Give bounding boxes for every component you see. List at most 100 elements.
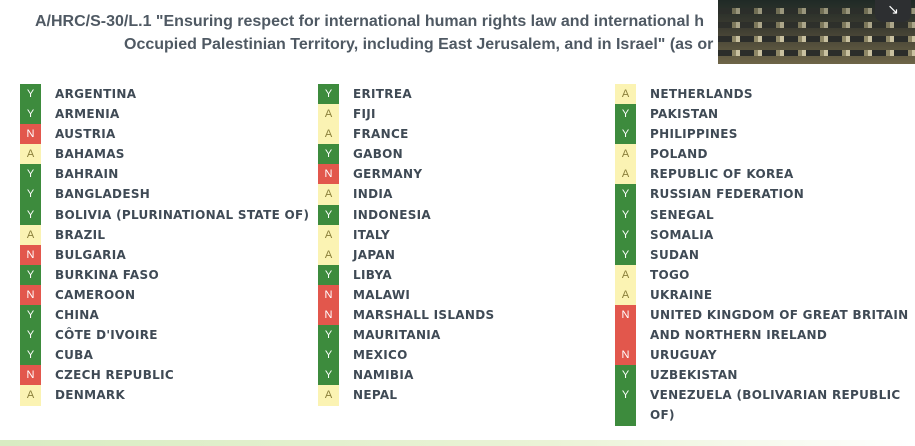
- vote-row: Y BOLIVIA (PLURINATIONAL STATE OF): [20, 204, 320, 225]
- vote-row: A REPUBLIC OF KOREA: [615, 164, 915, 185]
- country-name: UZBEKISTAN: [650, 368, 738, 383]
- vote-badge: A: [615, 164, 636, 185]
- vote-badge: Y: [20, 325, 41, 346]
- vote-row: Y UZBEKISTAN: [615, 365, 915, 386]
- vote-row: Y GABON: [318, 144, 618, 165]
- country-name: NETHERLANDS: [650, 87, 753, 101]
- country-name: NEPAL: [353, 388, 398, 403]
- vote-badge: N: [318, 284, 339, 306]
- country-name: BRAZIL: [55, 227, 106, 242]
- vote-column-2: Y ERITREA A FIJI A FRANCE Y GABON N GERMANY A INDIA…: [318, 84, 618, 406]
- vote-row: Y ERITREA: [318, 84, 618, 105]
- country-name: MAURITANIA: [353, 328, 441, 343]
- vote-badge: N: [20, 244, 41, 265]
- vote-row: A UKRAINE: [615, 284, 915, 306]
- country-name: GABON: [353, 147, 404, 162]
- vote-badge: A: [318, 385, 339, 406]
- vote-row: N UNITED KINGDOM OF GREAT BRITAIN AND NOR…: [615, 305, 915, 346]
- country-name: VENEZUELA (BOLIVARIAN REPUBLIC OF): [650, 388, 901, 423]
- vote-row: A INDIA: [318, 184, 618, 205]
- vote-row: Y CÔTE D'IVOIRE: [20, 325, 320, 346]
- vote-badge: Y: [318, 84, 339, 105]
- country-name: INDONESIA: [353, 207, 432, 222]
- country-name: CAMEROON: [55, 287, 136, 302]
- country-name: DENMARK: [55, 388, 126, 403]
- vote-badge: Y: [615, 124, 636, 145]
- country-name: PHILIPPINES: [650, 127, 738, 142]
- country-name: ARGENTINA: [55, 87, 137, 101]
- vote-row: A JAPAN: [318, 244, 618, 265]
- vote-row: Y SOMALIA: [615, 224, 915, 245]
- country-name: FRANCE: [353, 127, 409, 142]
- vote-row: A ITALY: [318, 224, 618, 245]
- vote-badge: A: [318, 244, 339, 265]
- vote-badge: A: [318, 184, 339, 205]
- country-name: RUSSIAN FEDERATION: [650, 187, 805, 202]
- vote-badge: Y: [20, 264, 41, 285]
- country-name: GERMANY: [353, 167, 423, 182]
- country-name: FIJI: [353, 107, 376, 122]
- vote-row: Y MAURITANIA: [318, 325, 618, 346]
- vote-badge: A: [20, 385, 41, 406]
- vote-row: Y SENEGAL: [615, 204, 915, 225]
- vote-row: Y SUDAN: [615, 244, 915, 265]
- title-line-1: A/HRC/S-30/L.1 "Ensuring respect for int…: [35, 13, 705, 30]
- vote-badge: Y: [318, 204, 339, 225]
- vote-row: N URUGUAY: [615, 345, 915, 366]
- vote-badge: Y: [318, 345, 339, 366]
- vote-row: N GERMANY: [318, 164, 618, 185]
- vote-badge: A: [318, 124, 339, 145]
- vote-row: Y ARMENIA: [20, 104, 320, 125]
- country-name: POLAND: [650, 147, 708, 162]
- vote-row: Y MEXICO: [318, 345, 618, 366]
- vote-badge: Y: [615, 365, 636, 386]
- vote-badge: A: [318, 224, 339, 245]
- vote-row: A FRANCE: [318, 124, 618, 145]
- vote-badge: Y: [20, 305, 41, 326]
- vote-row: Y VENEZUELA (BOLIVARIAN REPUBLIC OF): [615, 385, 915, 426]
- vote-column-1: Y ARGENTINA Y ARMENIA N AUSTRIA A BAHAMAS Y BAHRA…: [20, 84, 320, 406]
- vote-badge: Y: [615, 385, 636, 426]
- vote-row: Y NAMIBIA: [318, 365, 618, 386]
- vote-badge: A: [20, 224, 41, 245]
- vote-row: Y PAKISTAN: [615, 104, 915, 125]
- vote-badge: Y: [318, 144, 339, 165]
- vote-row: Y BAHRAIN: [20, 164, 320, 185]
- vote-badge: Y: [20, 84, 41, 105]
- vote-row: Y CHINA: [20, 305, 320, 326]
- vote-badge: N: [20, 124, 41, 145]
- country-name: MALAWI: [353, 287, 411, 302]
- country-name: BANGLADESH: [55, 187, 151, 202]
- vote-row: A BAHAMAS: [20, 144, 320, 165]
- vote-row: Y RUSSIAN FEDERATION: [615, 184, 915, 205]
- vote-row: A NEPAL: [318, 385, 618, 406]
- vote-badge: Y: [615, 224, 636, 245]
- country-name: NAMIBIA: [353, 368, 414, 383]
- vote-badge: N: [20, 365, 41, 386]
- country-name: ARMENIA: [55, 107, 120, 122]
- vote-row: Y BANGLADESH: [20, 184, 320, 205]
- vote-row: N MALAWI: [318, 284, 618, 306]
- country-name: BURKINA FASO: [55, 267, 159, 282]
- vote-row: Y BURKINA FASO: [20, 264, 320, 285]
- vote-badge: Y: [20, 164, 41, 185]
- vote-row: N CZECH REPUBLIC: [20, 365, 320, 386]
- country-name: ITALY: [353, 227, 390, 242]
- vote-row: A FIJI: [318, 104, 618, 125]
- vote-badge: Y: [20, 184, 41, 205]
- vote-badge: N: [318, 164, 339, 185]
- vote-badge: A: [20, 144, 41, 165]
- collapse-arrow-icon[interactable]: ↘: [875, 0, 911, 22]
- vote-badge: N: [615, 305, 636, 346]
- vote-row: N AUSTRIA: [20, 124, 320, 145]
- country-name: CHINA: [55, 308, 100, 323]
- country-name: CUBA: [55, 348, 94, 363]
- vote-badge: A: [318, 104, 339, 125]
- country-name: UNITED KINGDOM OF GREAT BRITAIN AND NORT…: [650, 308, 909, 343]
- vote-row: A NETHERLANDS: [615, 84, 915, 105]
- vote-column-3: A NETHERLANDS Y PAKISTAN Y PHILIPPINES A POLAND…: [615, 84, 915, 426]
- vote-badge: N: [20, 284, 41, 306]
- country-name: SOMALIA: [650, 227, 714, 242]
- country-name: SENEGAL: [650, 207, 714, 222]
- country-name: SUDAN: [650, 247, 700, 262]
